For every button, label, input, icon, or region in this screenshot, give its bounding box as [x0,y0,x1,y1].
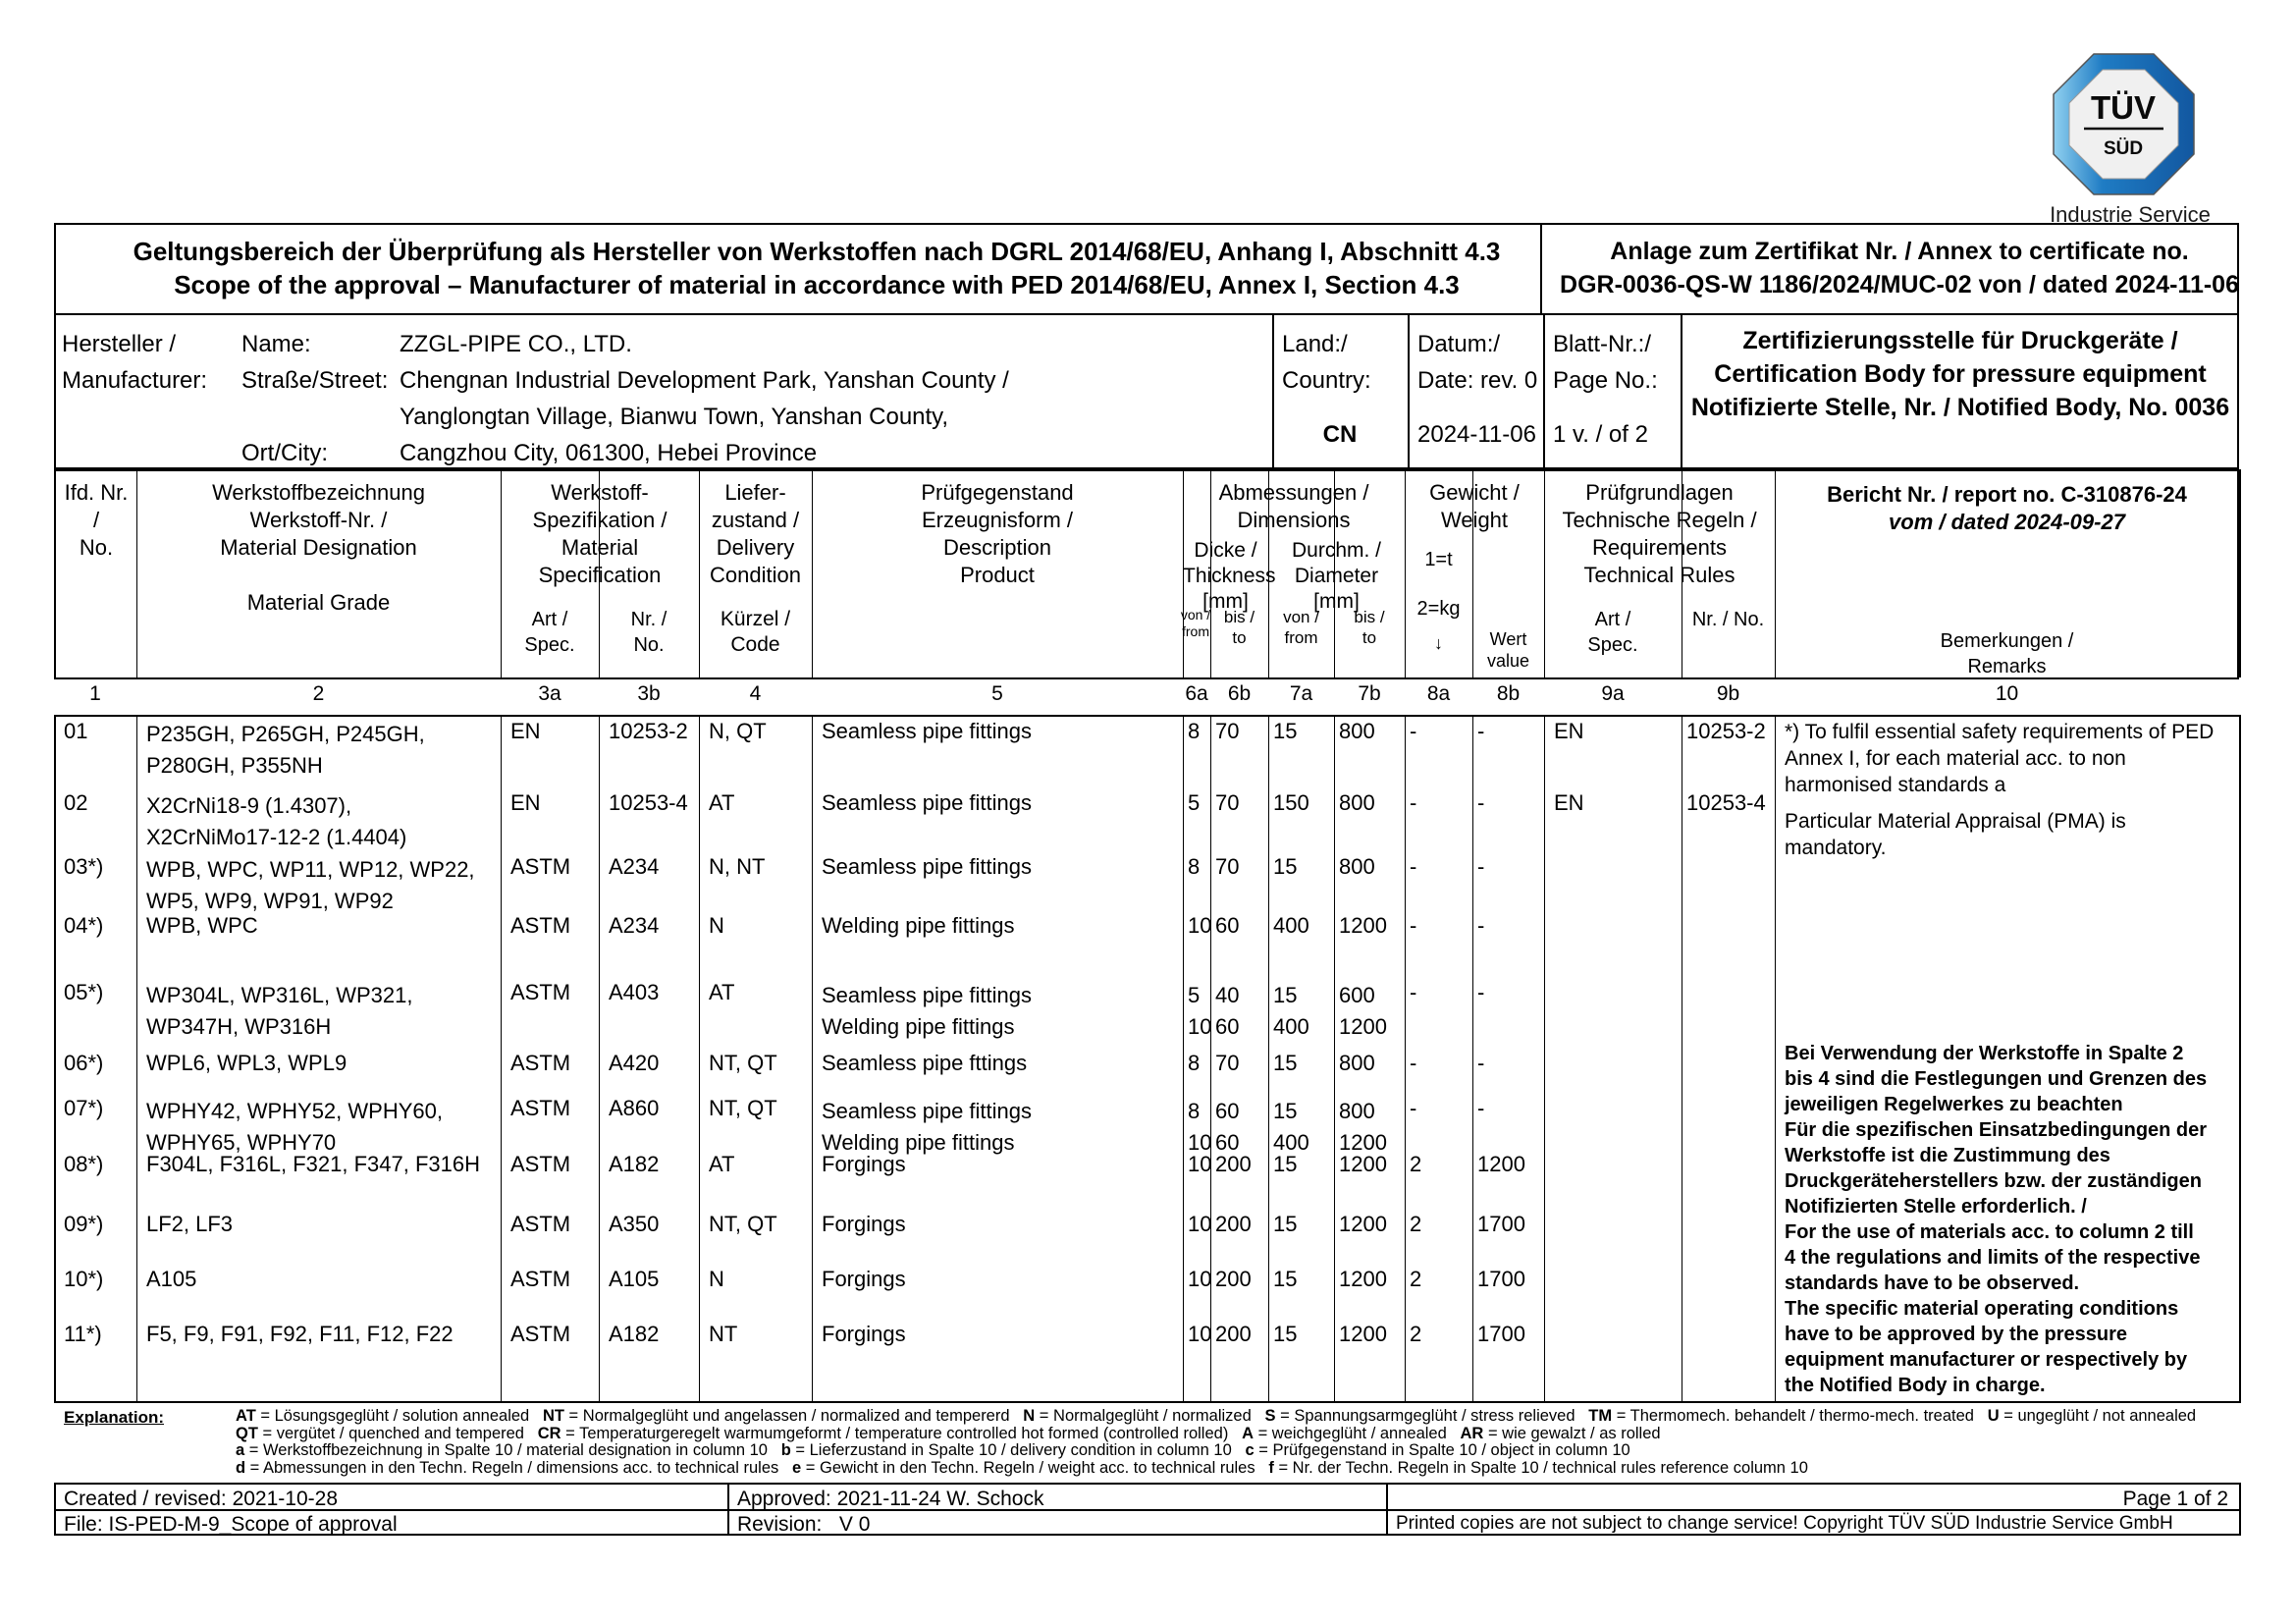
svg-text:TÜV: TÜV [2091,89,2156,126]
svg-text:SÜD: SÜD [2104,138,2143,159]
